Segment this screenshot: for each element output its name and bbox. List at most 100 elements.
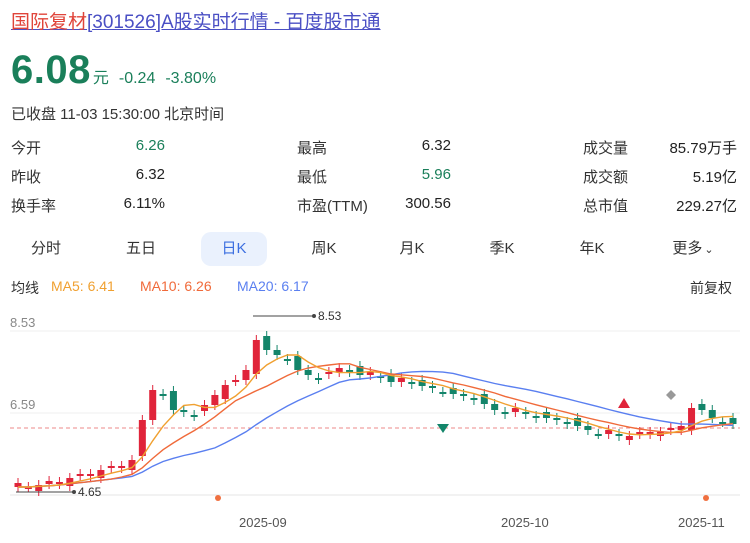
candle — [335, 368, 343, 372]
candle — [180, 410, 188, 412]
candle — [366, 372, 374, 375]
candle — [408, 382, 416, 384]
low-label: 最低 — [297, 169, 328, 186]
price-row: 6.08 元 -0.24 -3.80% — [11, 48, 216, 92]
period-tabs: 分时 五日 日K 周K 月K 季K 年K 更多 ⌄ — [0, 232, 750, 266]
ma10-legend: MA10: 6.26 — [140, 278, 212, 294]
turnover-label: 换手率 — [11, 198, 57, 215]
candle — [470, 398, 478, 400]
candle — [646, 432, 654, 434]
candle — [708, 410, 716, 418]
candle — [283, 359, 291, 361]
title-rest: [301526]A股实时行情 - 百度股市通 — [87, 12, 381, 33]
price-change: -0.24 — [118, 70, 156, 87]
candle — [55, 482, 63, 484]
candle — [304, 370, 312, 375]
price-change-pct: -3.80% — [165, 70, 217, 87]
candle — [480, 394, 488, 404]
candle — [138, 420, 146, 456]
candlestick-chart[interactable]: 8.53 6.59 8.53 4.65 2025-09 2025-10 2025… — [0, 300, 750, 543]
market-cap-label: 总市值 — [583, 198, 629, 215]
open-value: 6.26 — [135, 137, 165, 154]
tab-daily-k[interactable]: 日K — [201, 232, 267, 266]
candle — [356, 366, 364, 375]
candle — [522, 412, 530, 414]
candle — [315, 378, 323, 380]
candle — [387, 374, 395, 382]
y-tick-label: 6.59 — [10, 397, 35, 412]
pe-label: 市盈(TTM) — [297, 198, 368, 215]
candle — [221, 385, 229, 399]
amount-value: 5.19亿 — [692, 169, 737, 186]
candle — [87, 474, 95, 476]
tab-monthly-k[interactable]: 月K — [399, 240, 425, 257]
candle — [45, 481, 53, 484]
ma5-line — [18, 354, 734, 488]
ma10-line — [18, 363, 734, 488]
x-tick-label: 2025-09 — [239, 515, 287, 530]
ma20-line — [18, 370, 734, 488]
candle — [449, 388, 457, 394]
candle — [574, 418, 582, 426]
candle — [625, 436, 633, 440]
tab-quarterly-k[interactable]: 季K — [489, 240, 515, 257]
ma20-legend: MA20: 6.17 — [237, 278, 309, 294]
tab-five-day[interactable]: 五日 — [125, 240, 156, 257]
candle — [667, 428, 675, 430]
candle — [211, 395, 219, 405]
candle — [501, 412, 509, 414]
candle — [149, 390, 157, 420]
y-tick-label: 8.53 — [10, 315, 35, 330]
candle — [511, 408, 519, 412]
max-marker: 8.53 — [253, 309, 342, 323]
candle — [159, 394, 167, 396]
candle — [563, 422, 571, 424]
candle — [76, 474, 84, 476]
candle — [35, 485, 43, 491]
candle — [128, 460, 136, 470]
candle — [460, 394, 468, 396]
tab-yearly-k[interactable]: 年K — [579, 240, 605, 257]
title-brand: 国际复材 — [11, 12, 88, 33]
candle — [698, 404, 706, 410]
event-dot-icon — [215, 495, 221, 501]
candle — [24, 487, 32, 489]
chart-grid — [10, 330, 740, 496]
prev-close-value: 6.32 — [135, 166, 165, 183]
turnover-value: 6.11% — [123, 195, 165, 212]
ma5-legend: MA5: 6.41 — [51, 278, 115, 294]
candle — [615, 434, 623, 436]
candle — [688, 408, 696, 430]
candle — [325, 372, 333, 374]
candle — [594, 434, 602, 436]
pe-value: 300.56 — [405, 195, 451, 212]
page-title[interactable]: 国际复材[301526]A股实时行情 - 百度股市通 — [11, 7, 381, 34]
candle — [397, 378, 405, 382]
market-status: 已收盘 11-03 15:30:00 北京时间 — [11, 106, 225, 123]
x-tick-label: 2025-10 — [501, 515, 549, 530]
tab-intraday[interactable]: 分时 — [30, 240, 61, 257]
candle — [169, 391, 177, 410]
candle — [14, 483, 22, 487]
open-label: 今开 — [11, 140, 42, 157]
candle — [190, 415, 198, 417]
prev-close-label: 昨收 — [11, 169, 42, 186]
candle — [242, 370, 250, 380]
candle — [97, 470, 105, 478]
candle — [107, 466, 115, 468]
high-label: 最高 — [297, 140, 328, 157]
price-unit: 元 — [92, 70, 109, 87]
chevron-down-icon: ⌄ — [704, 244, 714, 256]
event-dot-icon — [703, 495, 709, 501]
tab-more-label: 更多 — [672, 240, 703, 257]
candle — [439, 392, 447, 394]
candle — [491, 404, 499, 410]
adjust-toggle[interactable]: 前复权 — [690, 280, 732, 296]
candle — [252, 340, 260, 374]
tab-weekly-k[interactable]: 周K — [311, 240, 337, 257]
market-cap-value: 229.27亿 — [676, 198, 737, 215]
candle — [346, 370, 354, 372]
tab-more[interactable]: 更多 ⌄ — [664, 232, 722, 266]
candle — [418, 380, 426, 386]
low-value: 5.96 — [421, 166, 451, 183]
